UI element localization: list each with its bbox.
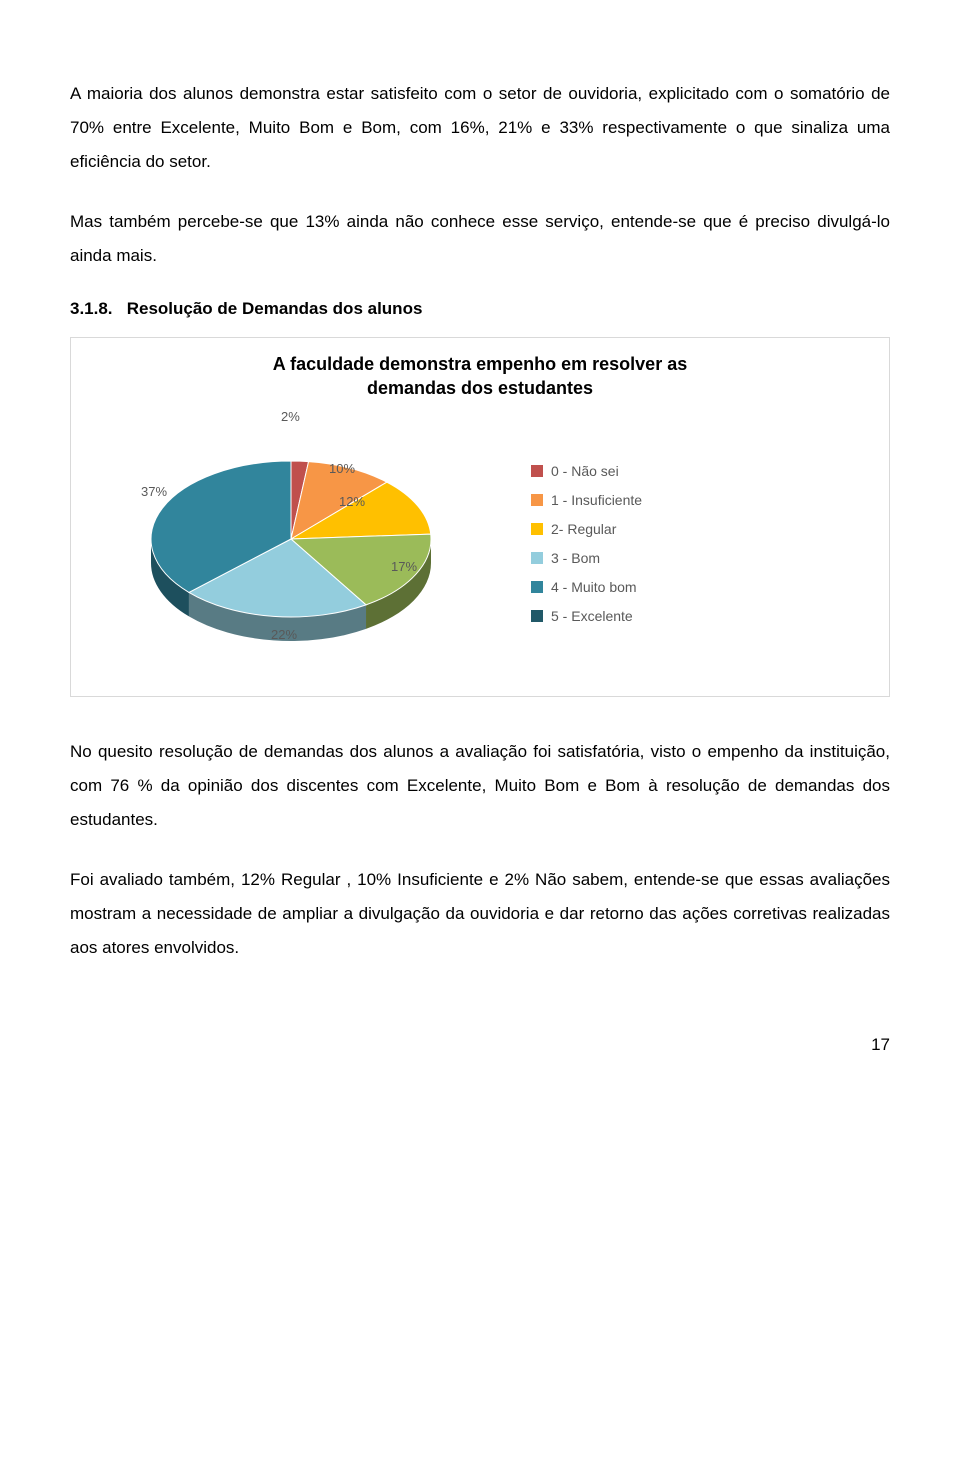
legend-swatch-1: [531, 494, 543, 506]
chart-title: A faculdade demonstra empenho em resolve…: [81, 352, 879, 401]
legend-swatch-5: [531, 610, 543, 622]
legend-text-2: 2- Regular: [551, 521, 616, 537]
legend-swatch-3: [531, 552, 543, 564]
legend-item-0: 0 - Não sei: [531, 463, 642, 479]
legend-text-5: 5 - Excelente: [551, 608, 633, 624]
slice-label-4: 22%: [271, 627, 297, 642]
slice-label-2: 12%: [339, 494, 365, 509]
legend-swatch-4: [531, 581, 543, 593]
chart-title-line1: A faculdade demonstra empenho em resolve…: [273, 354, 687, 374]
chart-body: 2% 10% 12% 17% 22% 37% 0 - Não sei 1 - I…: [81, 409, 879, 679]
section-heading: 3.1.8. Resolução de Demandas dos alunos: [70, 299, 890, 319]
section-title: Resolução de Demandas dos alunos: [127, 299, 423, 318]
legend-text-4: 4 - Muito bom: [551, 579, 637, 595]
pie-wrap: 2% 10% 12% 17% 22% 37%: [81, 409, 501, 679]
legend-text-0: 0 - Não sei: [551, 463, 619, 479]
legend-item-4: 4 - Muito bom: [531, 579, 642, 595]
paragraph-3: No quesito resolução de demandas dos alu…: [70, 735, 890, 837]
slice-label-5: 37%: [141, 484, 167, 499]
paragraph-4: Foi avaliado também, 12% Regular , 10% I…: [70, 863, 890, 965]
chart-legend: 0 - Não sei 1 - Insuficiente 2- Regular …: [531, 463, 642, 624]
legend-item-1: 1 - Insuficiente: [531, 492, 642, 508]
paragraph-1: A maioria dos alunos demonstra estar sat…: [70, 77, 890, 179]
legend-swatch-2: [531, 523, 543, 535]
paragraph-2: Mas também percebe-se que 13% ainda não …: [70, 205, 890, 273]
demands-pie-chart: A faculdade demonstra empenho em resolve…: [70, 337, 890, 697]
slice-label-3: 17%: [391, 559, 417, 574]
legend-item-2: 2- Regular: [531, 521, 642, 537]
section-number: 3.1.8.: [70, 299, 113, 318]
legend-text-1: 1 - Insuficiente: [551, 492, 642, 508]
legend-swatch-0: [531, 465, 543, 477]
chart-title-line2: demandas dos estudantes: [367, 378, 593, 398]
legend-item-5: 5 - Excelente: [531, 608, 642, 624]
page-number: 17: [70, 1035, 890, 1055]
legend-item-3: 3 - Bom: [531, 550, 642, 566]
legend-text-3: 3 - Bom: [551, 550, 600, 566]
slice-label-0: 2%: [281, 409, 300, 424]
slice-label-1: 10%: [329, 461, 355, 476]
